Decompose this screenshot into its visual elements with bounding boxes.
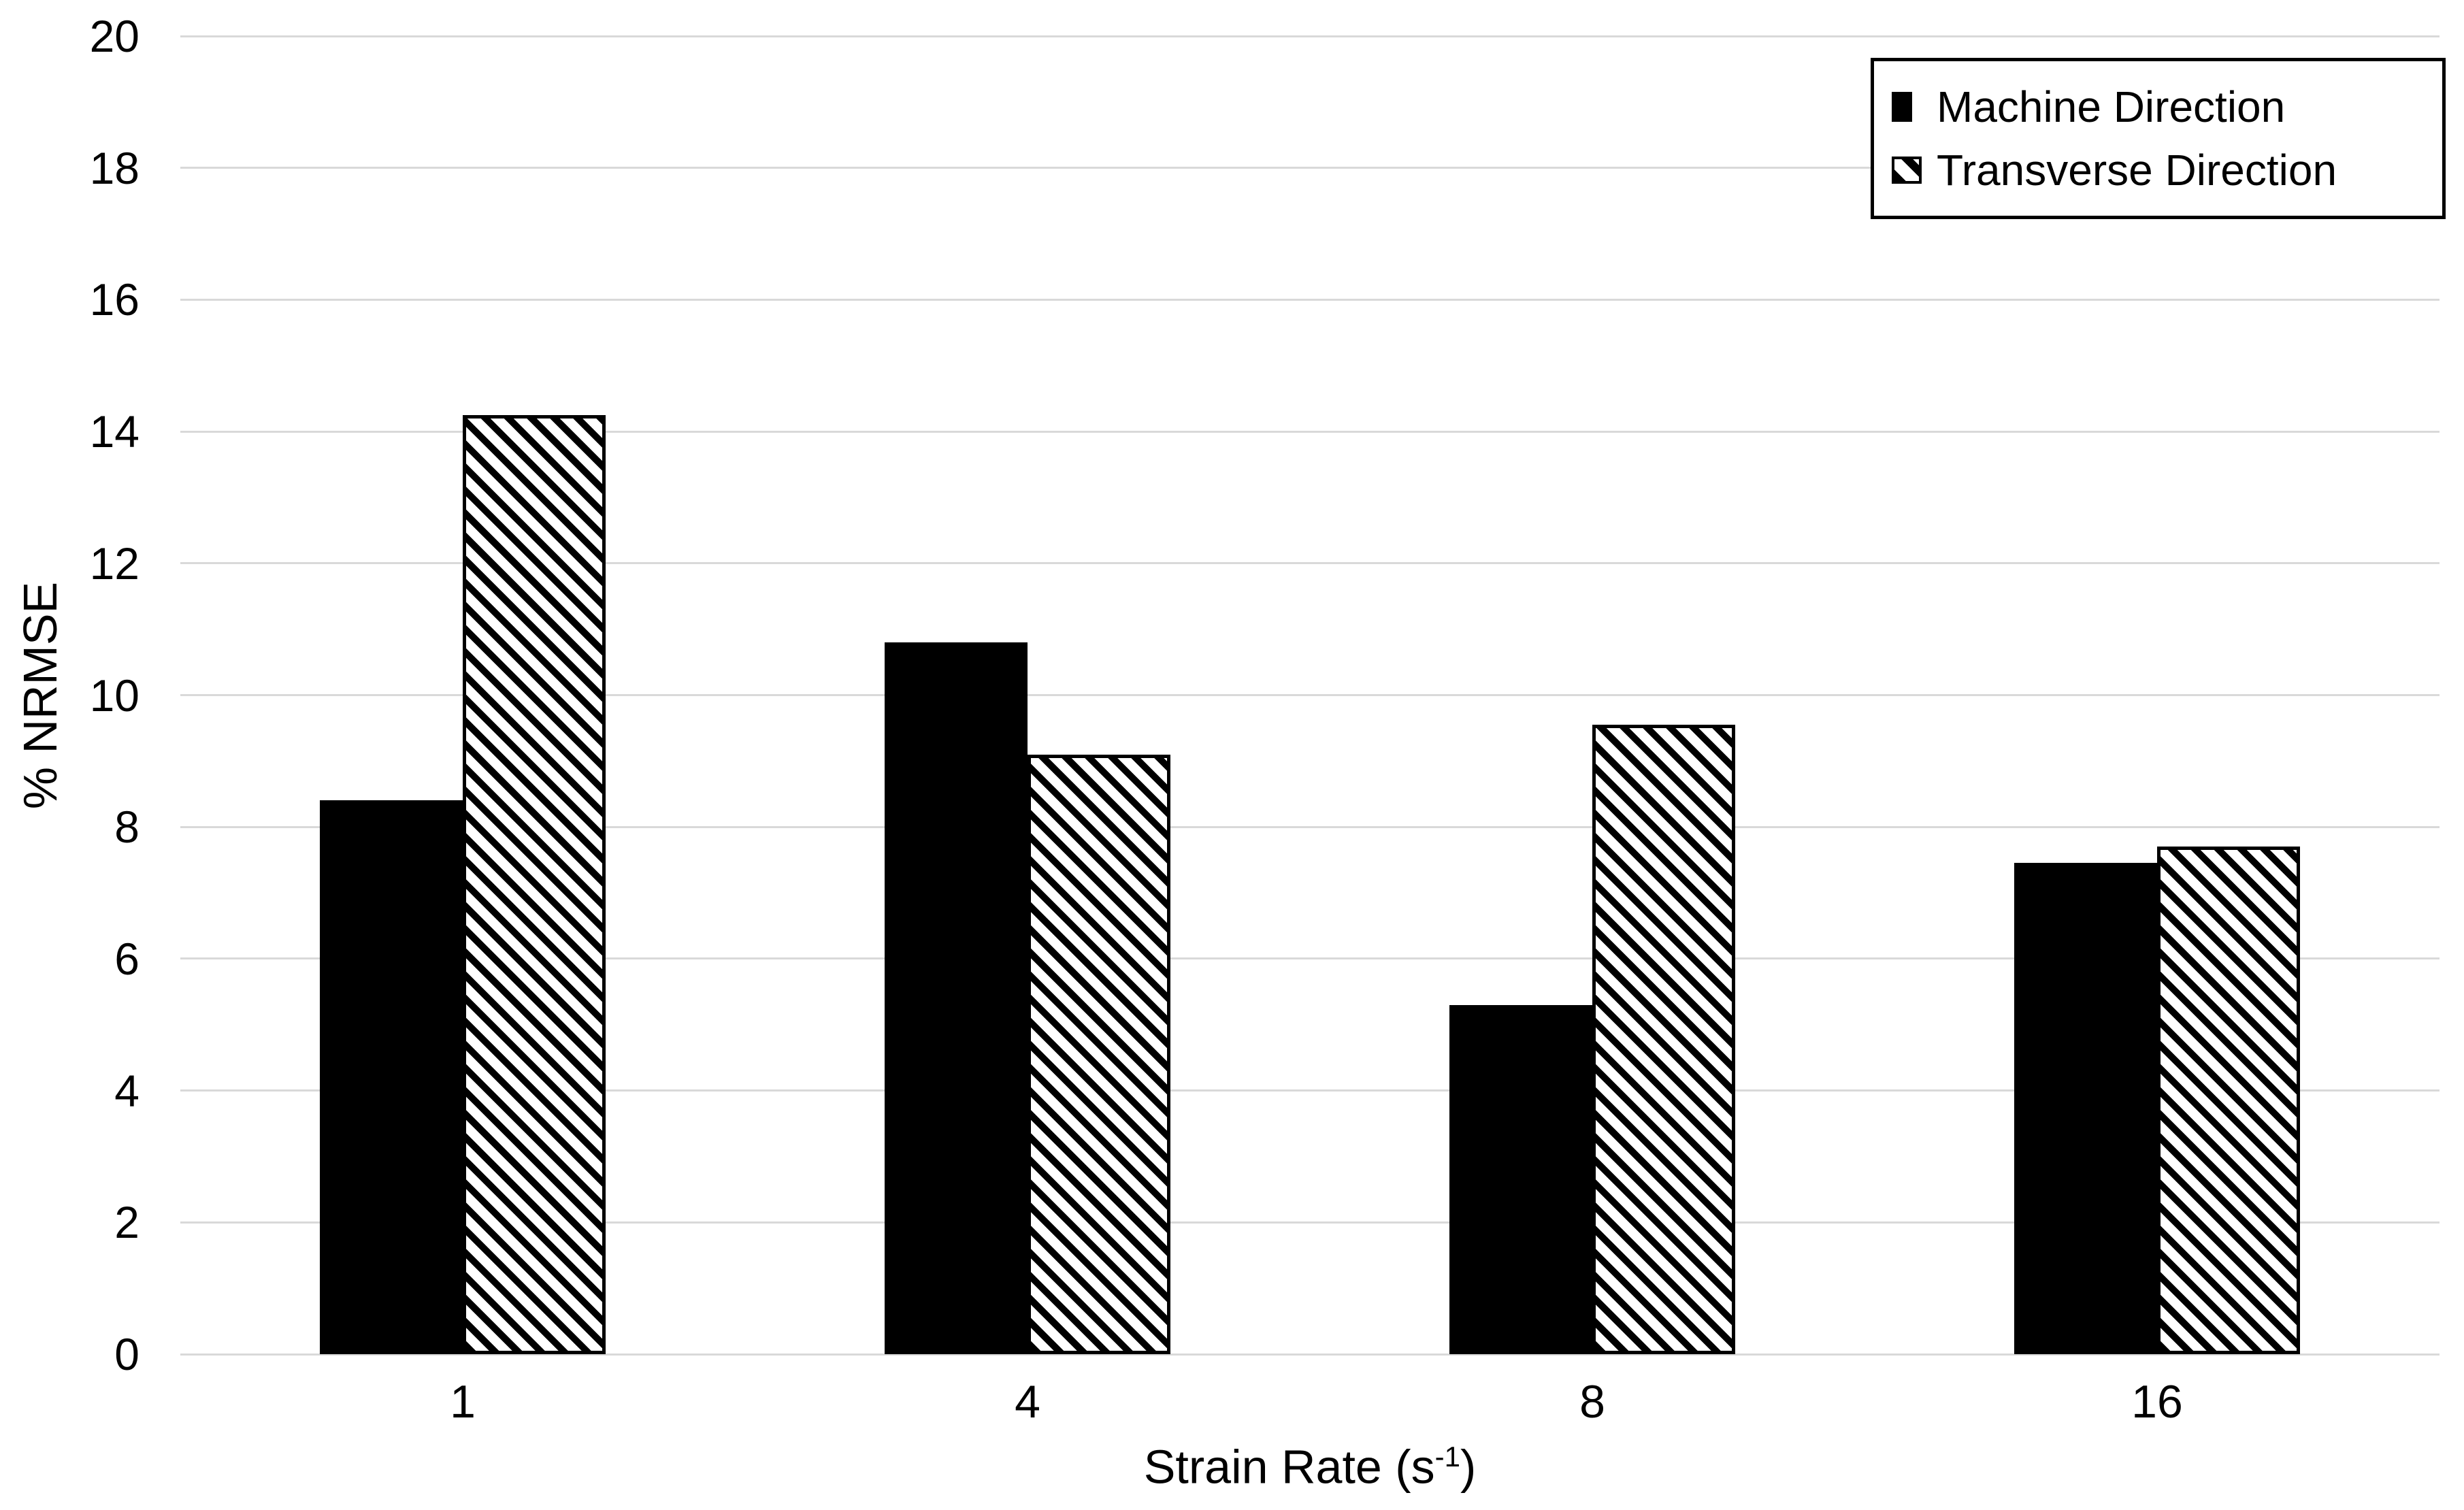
y-tick-label-4: 4 (114, 1065, 139, 1116)
gridline-y-4 (180, 1089, 2440, 1092)
x-category-label-8: 8 (1579, 1376, 1605, 1428)
x-axis-title: Strain Rate (s-1) (180, 1440, 2440, 1494)
y-tick-label-6: 6 (114, 933, 139, 984)
y-tick-label-18: 18 (89, 142, 139, 193)
hatched-swatch-icon (1892, 157, 1922, 184)
bar-machine-direction-strain-16 (2014, 863, 2157, 1354)
bar-machine-direction-strain-8 (1449, 1004, 1592, 1354)
bar-transverse-direction-strain-8 (1592, 725, 1735, 1354)
y-tick-label-20: 20 (89, 11, 139, 61)
x-axis-title-text: Strain Rate (s (1143, 1440, 1435, 1494)
legend-label-machine-direction: Machine Direction (1937, 82, 2286, 131)
gridline-y-16 (180, 298, 2440, 301)
y-tick-label-8: 8 (114, 802, 139, 853)
gridline-y-12 (180, 562, 2440, 565)
x-category-label-1: 1 (450, 1376, 476, 1428)
bar-transverse-direction-strain-1 (463, 414, 606, 1354)
gridline-y-10 (180, 694, 2440, 696)
solid-swatch-icon (1892, 92, 1912, 122)
legend-item-transverse-direction: Transverse Direction (1892, 148, 2435, 192)
gridline-y-0 (180, 1353, 2440, 1356)
y-tick-label-0: 0 (114, 1329, 139, 1379)
y-tick-label-16: 16 (89, 274, 139, 325)
legend-marker-slot (1892, 92, 1927, 122)
plot-area (180, 35, 2440, 1356)
x-category-label-16: 16 (2131, 1376, 2183, 1428)
y-axis-tick-labels: 0 2 4 6 8 10 12 14 16 18 20 (0, 0, 139, 1510)
x-axis-title-close-paren: ) (1460, 1440, 1477, 1494)
y-tick-label-10: 10 (89, 670, 139, 721)
legend-item-machine-direction: Machine Direction (1892, 85, 2435, 129)
y-tick-label-2: 2 (114, 1197, 139, 1248)
x-axis-title-superscript: -1 (1434, 1441, 1460, 1473)
legend-label-transverse-direction: Transverse Direction (1937, 146, 2337, 195)
gridline-y-18 (180, 167, 2440, 169)
gridline-y-2 (180, 1221, 2440, 1224)
gridline-y-20 (180, 35, 2440, 37)
y-tick-label-14: 14 (89, 406, 139, 457)
gridline-y-6 (180, 957, 2440, 960)
bar-transverse-direction-strain-16 (2157, 847, 2300, 1354)
bar-machine-direction-strain-4 (885, 642, 1028, 1354)
gridline-y-8 (180, 825, 2440, 828)
legend: Machine Direction Transverse Direction (1871, 58, 2446, 219)
bar-machine-direction-strain-1 (320, 800, 463, 1354)
bar-transverse-direction-strain-4 (1028, 754, 1170, 1354)
y-tick-label-12: 12 (89, 538, 139, 589)
legend-marker-slot (1892, 157, 1927, 184)
gridline-y-14 (180, 430, 2440, 433)
x-category-label-4: 4 (1015, 1376, 1040, 1428)
